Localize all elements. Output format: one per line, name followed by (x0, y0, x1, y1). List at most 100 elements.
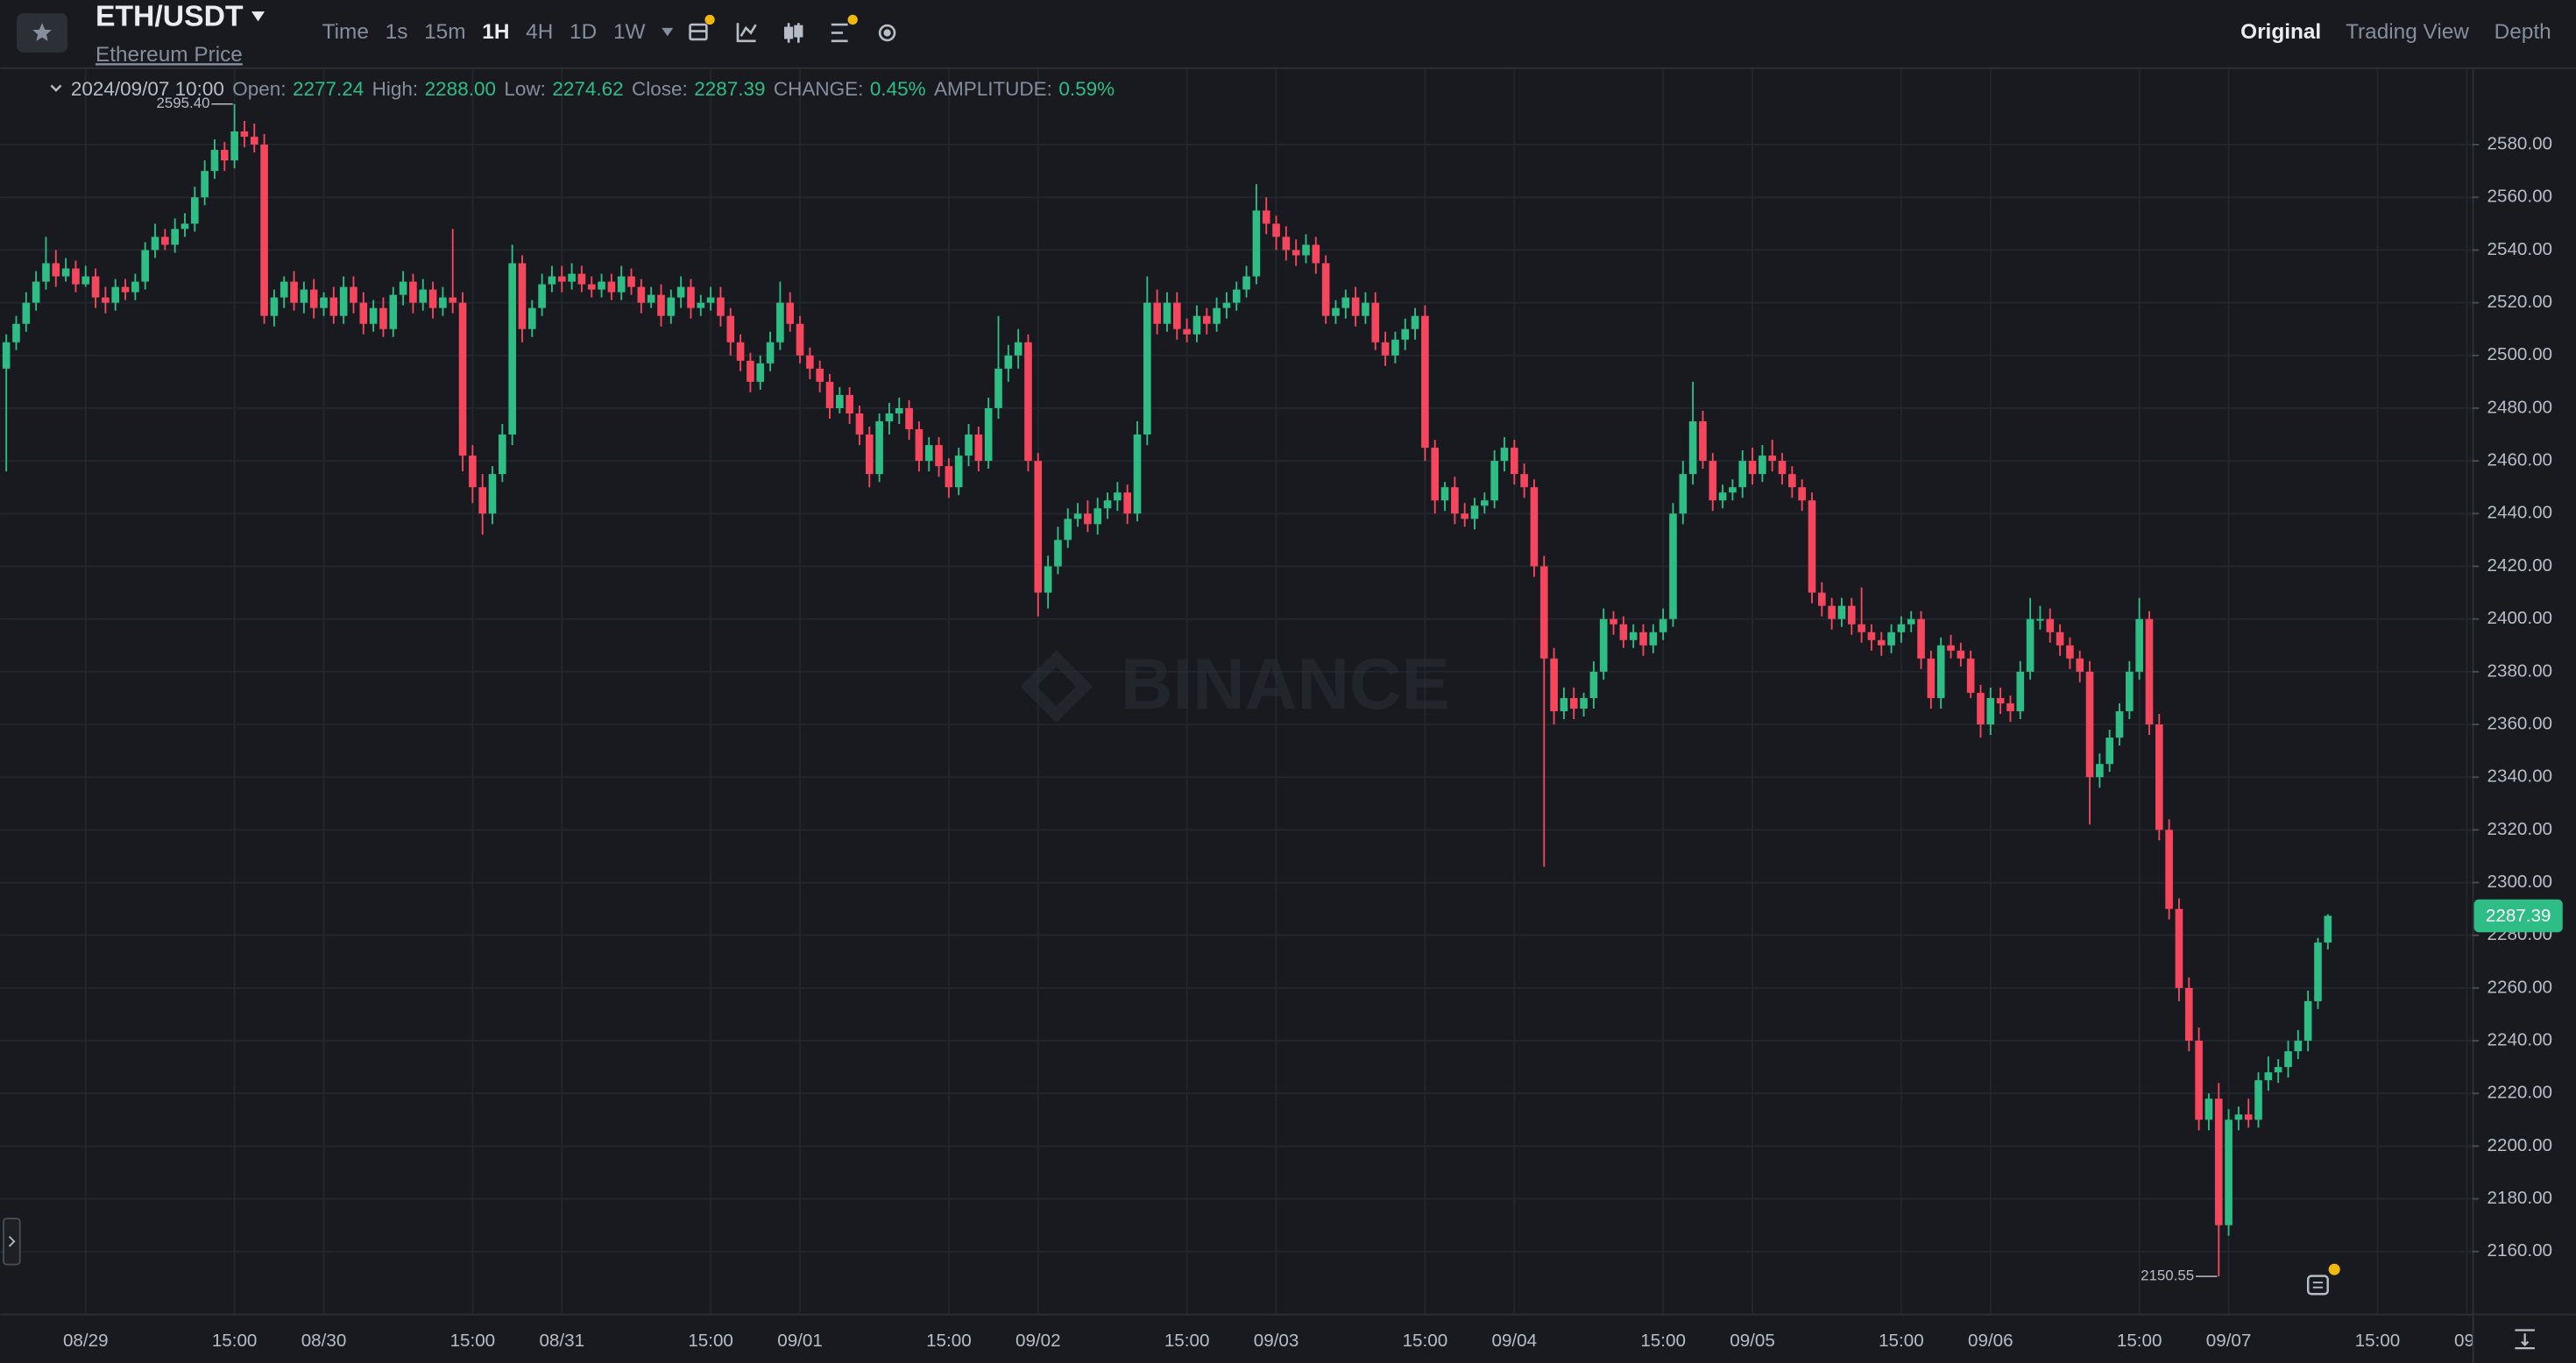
candle-body (508, 263, 516, 435)
candle-body (587, 284, 596, 290)
scale-button[interactable] (2515, 1329, 2535, 1350)
candle-body (449, 297, 457, 303)
candle-body (428, 289, 437, 308)
candle-body (359, 302, 368, 324)
candle-body (2165, 830, 2173, 909)
candle-body (1114, 492, 1122, 501)
candle-body (2254, 1080, 2262, 1120)
candle-body (499, 434, 506, 475)
candle-body (121, 286, 130, 293)
candle-body (2145, 618, 2154, 725)
info-text: Low: (504, 78, 546, 100)
candle-body (1351, 297, 1360, 316)
candle-body (2184, 987, 2193, 1042)
candle-body (2204, 1098, 2213, 1120)
candle-body (607, 281, 616, 293)
candle-body (518, 263, 527, 329)
candle-body (339, 286, 348, 316)
interval-option[interactable]: Time (322, 20, 369, 44)
y-tick-label: 2460.00 (2488, 450, 2553, 470)
candle-body (1897, 624, 1906, 632)
symbol-caret[interactable] (251, 11, 265, 22)
candle-body (1510, 448, 1518, 475)
candle-body (1550, 658, 1558, 711)
interval-option[interactable]: 1H (482, 20, 509, 44)
candle-body (1440, 487, 1449, 501)
info-text: CHANGE: (774, 78, 863, 100)
extreme-label: 2150.55 (2141, 1268, 2194, 1284)
interval-option[interactable]: 1W (613, 20, 646, 44)
y-tick-label: 2500.00 (2488, 344, 2553, 364)
watermark: BINANCE (1020, 644, 1449, 724)
info-text: Open: (232, 78, 286, 100)
x-tick-label: 09/02 (1016, 1331, 1061, 1351)
side-toggle[interactable] (3, 1218, 21, 1266)
view-tab[interactable]: Trading View (2346, 20, 2469, 44)
interval-option[interactable]: 1s (386, 20, 408, 44)
candle-body (1391, 339, 1399, 356)
x-tick-label: 09/04 (1492, 1331, 1538, 1351)
candle-body (210, 150, 219, 172)
y-tick-label: 2560.00 (2488, 187, 2553, 207)
candle-body (1431, 448, 1440, 501)
interval-more[interactable] (662, 27, 674, 37)
candle-body (1599, 618, 1608, 672)
candle-body (1242, 276, 1250, 290)
interval-option[interactable]: 1D (570, 20, 597, 44)
candle-body (1688, 421, 1697, 475)
candle-body (846, 394, 853, 413)
candle-body (111, 286, 120, 303)
y-tick-label: 2160.00 (2488, 1240, 2553, 1261)
orders-button[interactable] (2306, 1263, 2340, 1296)
candle-body (1163, 302, 1171, 324)
indicator-button[interactable] (689, 14, 715, 41)
candle-body (954, 456, 963, 488)
candle-body (806, 355, 814, 369)
candle-body (1917, 618, 1925, 659)
y-tick-label: 2420.00 (2488, 555, 2553, 576)
chart-type-button[interactable] (736, 23, 757, 43)
candle-body (776, 302, 784, 343)
candle-body (1302, 244, 1310, 256)
candle-body (1629, 632, 1638, 640)
y-tick-label: 2480.00 (2488, 397, 2553, 417)
layout-button[interactable] (831, 14, 858, 43)
candle-body (2016, 671, 2025, 711)
candle-body (865, 434, 874, 475)
favorite-button[interactable] (16, 12, 68, 53)
y-tick-label: 2540.00 (2488, 239, 2553, 259)
x-tick-label: 09/ (2454, 1331, 2480, 1351)
y-tick-label: 2360.00 (2488, 713, 2553, 733)
candle-body (2324, 915, 2332, 943)
candle-body (747, 360, 754, 382)
candle-body (885, 413, 894, 422)
candles-button[interactable] (784, 23, 803, 43)
candle-body (945, 466, 953, 488)
x-tick-label: 15:00 (1640, 1331, 1686, 1351)
settings-button[interactable] (878, 24, 896, 42)
candle-body (1172, 302, 1181, 329)
candle-body (965, 434, 973, 456)
candle-body (527, 307, 536, 329)
interval-option[interactable]: 15m (424, 20, 465, 44)
candle-body (1887, 632, 1895, 646)
interval-option[interactable]: 4H (526, 20, 553, 44)
candle-body (458, 302, 467, 456)
candles (2, 103, 2332, 1277)
subtitle[interactable]: Ethereum Price (96, 43, 243, 67)
candle-body (151, 237, 159, 251)
candle-body (1153, 302, 1161, 324)
info-toggle[interactable] (50, 84, 62, 92)
view-tab[interactable]: Depth (2495, 20, 2551, 44)
candle-body (935, 445, 943, 467)
symbol[interactable]: ETH/USDT (96, 0, 244, 33)
candle-body (180, 223, 189, 230)
candle-body (270, 297, 279, 316)
candle-body (1014, 342, 1023, 356)
candle-body (1341, 297, 1350, 308)
candle-body (2126, 671, 2134, 711)
candle-body (1936, 645, 1945, 698)
candle-body (905, 407, 913, 430)
view-tab[interactable]: Original (2240, 20, 2321, 44)
